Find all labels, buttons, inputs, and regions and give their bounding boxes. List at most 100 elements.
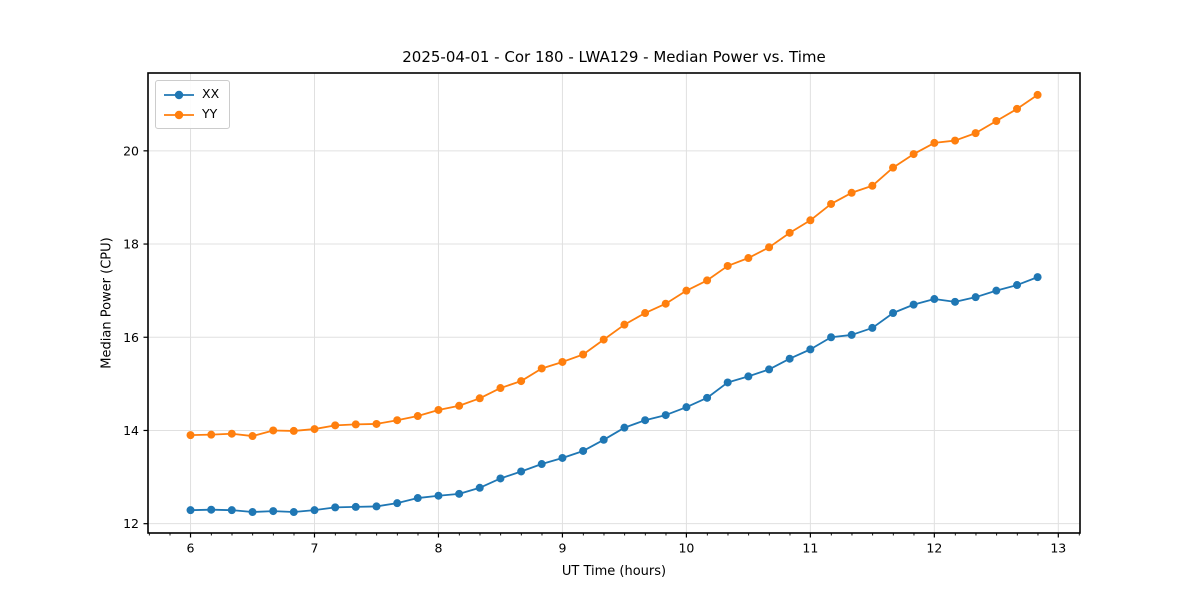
x-tick-label: 13 [1050,541,1066,556]
data-point-xx [248,508,257,517]
data-point-xx [661,411,670,420]
legend: XX YY [155,80,231,129]
x-tick-label: 11 [802,541,818,556]
data-point-xx [682,403,691,412]
y-tick-label: 16 [123,330,139,345]
data-point-yy [372,419,381,428]
data-point-xx [269,507,278,516]
y-tick-label: 12 [123,516,139,531]
data-point-xx [889,309,898,318]
data-point-yy [992,117,1001,126]
data-point-xx [1013,281,1022,290]
data-point-xx [806,345,815,354]
data-point-xx [579,446,588,455]
data-point-xx [310,506,319,515]
data-point-yy [413,412,422,421]
legend-label-yy: YY [202,106,218,122]
data-point-yy [661,299,670,308]
data-point-yy [558,357,567,366]
x-axis-label: UT Time (hours) [561,564,667,579]
data-point-yy [496,384,505,393]
data-point-xx [227,506,236,515]
legend-item-yy: YY [163,105,219,124]
data-point-yy [847,188,856,197]
data-point-yy [889,163,898,172]
data-point-xx [393,499,402,508]
data-point-xx [765,365,774,374]
x-tick-label: 12 [926,541,942,556]
plot-background [148,73,1080,533]
data-point-xx [599,435,608,444]
data-point-yy [703,276,712,285]
data-point-xx [537,460,546,469]
data-point-yy [909,150,918,159]
data-point-yy [434,405,443,414]
data-point-yy [269,426,278,435]
data-point-xx [186,506,195,515]
data-point-yy [785,228,794,237]
data-point-yy [806,216,815,225]
data-point-yy [744,254,753,263]
data-point-yy [393,416,402,425]
data-point-yy [1033,90,1042,99]
y-tick-label: 20 [123,143,139,158]
data-point-yy [207,430,216,439]
x-tick-label: 8 [434,541,442,556]
data-point-yy [641,309,650,318]
data-point-xx [517,467,526,476]
data-point-yy [1013,104,1022,113]
data-point-yy [455,401,464,410]
data-point-yy [620,320,629,329]
data-point-yy [930,138,939,147]
data-point-yy [537,364,546,373]
y-axis-label: Median Power (CPU) [99,237,115,369]
data-point-yy [599,335,608,344]
data-point-yy [310,425,319,434]
data-point-xx [434,491,443,500]
data-point-xx [351,502,360,511]
data-point-yy [971,129,980,138]
y-tick-label: 18 [123,237,139,252]
chart-title: 2025-04-01 - Cor 180 - LWA129 - Median P… [402,48,826,66]
data-point-xx [992,286,1001,295]
x-tick-label: 6 [187,541,195,556]
data-point-xx [289,508,298,517]
data-point-yy [765,243,774,252]
data-point-xx [847,330,856,339]
data-point-xx [827,333,836,342]
data-point-xx [455,489,464,498]
data-point-xx [413,494,422,503]
data-point-yy [475,394,484,403]
data-point-xx [372,502,381,511]
data-point-yy [186,431,195,440]
legend-item-xx: XX [163,85,219,104]
x-tick-label: 7 [311,541,319,556]
legend-label-xx: XX [202,86,220,102]
data-point-xx [723,378,732,387]
data-point-yy [351,420,360,429]
data-point-xx [1033,273,1042,282]
data-point-yy [579,350,588,359]
data-point-yy [227,429,236,438]
data-point-yy [951,136,960,145]
data-point-yy [517,377,526,386]
data-point-yy [289,426,298,435]
data-point-xx [475,483,484,492]
x-tick-label: 10 [678,541,694,556]
data-point-yy [248,432,257,441]
data-point-xx [620,423,629,432]
x-tick-label: 9 [558,541,566,556]
data-point-xx [785,354,794,363]
data-point-xx [558,453,567,462]
data-point-xx [744,372,753,381]
data-point-xx [331,503,340,512]
y-tick-label: 14 [123,423,139,438]
data-point-xx [496,474,505,483]
data-point-xx [909,300,918,309]
data-point-xx [971,293,980,302]
line-marker-swatch-icon [164,90,194,99]
data-point-yy [868,181,877,190]
data-point-xx [951,297,960,306]
